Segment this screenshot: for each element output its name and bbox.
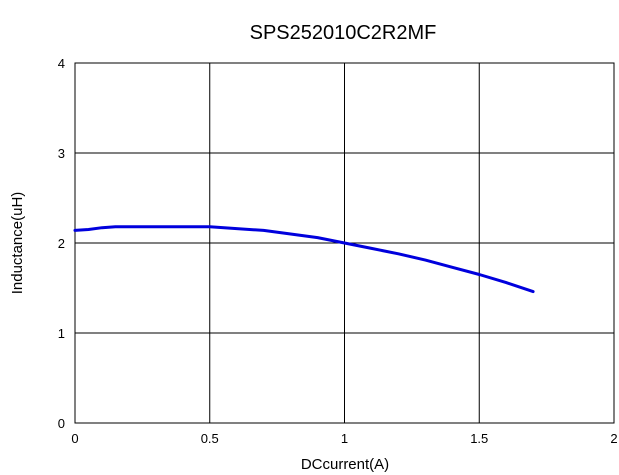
x-axis-label: DCcurrent(A): [301, 456, 389, 473]
x-tick-label: 1.5: [470, 431, 488, 446]
y-tick-label: 3: [58, 146, 65, 161]
chart-title: SPS252010C2R2MF: [250, 22, 437, 44]
x-tick-labels: 0 0.5 1 1.5 2: [71, 431, 617, 446]
x-tick-label: 0.5: [201, 431, 219, 446]
y-tick-label: 0: [58, 416, 65, 431]
y-tick-label: 4: [58, 56, 65, 71]
plot-area-frame: [74, 62, 615, 424]
series-group: [73, 225, 535, 294]
series-line-0: [73, 225, 535, 294]
x-tick-label: 2: [610, 431, 617, 446]
y-tick-labels: 0 1 2 3 4: [58, 56, 65, 431]
y-axis-label: Inductance(uH): [9, 192, 26, 295]
x-tick-label: 0: [71, 431, 78, 446]
y-tick-label: 2: [58, 236, 65, 251]
x-tick-label: 1: [341, 431, 348, 446]
y-tick-label: 1: [58, 326, 65, 341]
